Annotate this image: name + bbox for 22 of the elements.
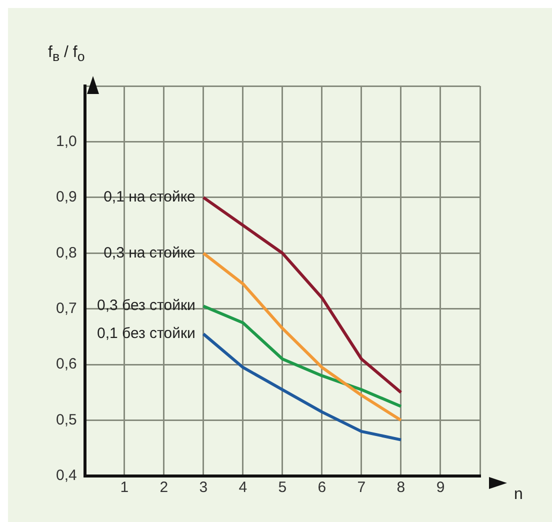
x-tick-label: 8 [396, 479, 406, 496]
y-tick-label: 0,7 [56, 300, 77, 317]
x-tick-label: 9 [436, 479, 445, 496]
y-tick-label: 0,9 [56, 188, 77, 206]
x-tick-label: 2 [160, 479, 168, 496]
x-tick-label: 1 [120, 479, 129, 496]
y-axis-title: f$_{в}$ / f$_{о}$ [48, 44, 85, 64]
x-tick-label: 3 [199, 479, 208, 496]
series-label: 0,3 без стойки [97, 297, 196, 314]
y-tick-label: 0,5 [56, 411, 77, 428]
y-tick-label: 0,6 [56, 356, 77, 373]
x-tick-label: 6 [318, 479, 326, 496]
x-axis-title: n [514, 486, 523, 504]
x-tick-label: 7 [357, 479, 366, 496]
y-tick-label: 1,0 [56, 132, 77, 150]
series-label: 0,3 на стойке [104, 244, 196, 262]
series-label: 0,1 без стойки [97, 325, 196, 342]
series-label: 0,1 на стойке [104, 188, 196, 206]
y-tick-label: 0,8 [56, 244, 77, 262]
x-tick-label: 4 [238, 479, 248, 496]
y-tick-label: 0,4 [56, 467, 77, 484]
x-tick-label: 5 [278, 479, 287, 496]
